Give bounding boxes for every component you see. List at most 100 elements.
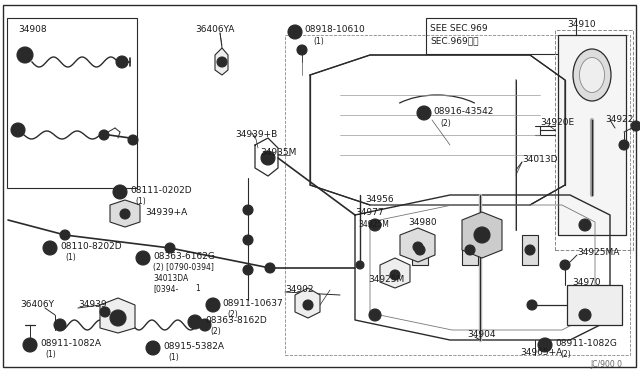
Polygon shape [295, 288, 320, 318]
Circle shape [100, 307, 110, 317]
Polygon shape [380, 258, 410, 288]
Circle shape [21, 51, 29, 59]
Circle shape [417, 106, 431, 120]
Bar [567, 285, 622, 325]
Text: N: N [292, 28, 298, 36]
Circle shape [60, 230, 70, 240]
Polygon shape [215, 48, 228, 75]
Circle shape [525, 245, 535, 255]
Text: 34939+A: 34939+A [145, 208, 188, 217]
Text: (1): (1) [313, 37, 324, 46]
Circle shape [369, 309, 381, 321]
Text: 34939+B: 34939+B [235, 130, 277, 139]
Text: 08363-8162D: 08363-8162D [205, 316, 267, 325]
Circle shape [99, 130, 109, 140]
Circle shape [199, 319, 211, 331]
Text: 08911-1082A: 08911-1082A [40, 339, 101, 348]
Circle shape [15, 126, 22, 134]
Ellipse shape [573, 49, 611, 101]
Circle shape [136, 251, 150, 265]
Polygon shape [110, 200, 140, 227]
Circle shape [165, 243, 175, 253]
Circle shape [413, 242, 423, 252]
Polygon shape [462, 235, 478, 265]
Circle shape [217, 57, 227, 67]
Circle shape [619, 140, 629, 150]
Text: (2): (2) [560, 350, 571, 359]
Circle shape [297, 45, 307, 55]
Text: (1): (1) [168, 353, 179, 362]
Circle shape [288, 25, 302, 39]
Text: 34908: 34908 [18, 25, 47, 34]
Text: 08915-5382A: 08915-5382A [163, 342, 224, 351]
Text: 34980: 34980 [408, 218, 436, 227]
Text: N: N [542, 342, 548, 348]
Polygon shape [100, 298, 135, 333]
Text: 34925M: 34925M [358, 220, 389, 229]
Circle shape [116, 56, 128, 68]
Text: 08911-1082G: 08911-1082G [555, 339, 617, 348]
Text: 34013DA: 34013DA [153, 274, 188, 283]
Circle shape [415, 245, 425, 255]
Text: 34956: 34956 [365, 195, 394, 204]
Text: 36406YA: 36406YA [195, 25, 234, 34]
Text: 34013D: 34013D [522, 155, 557, 164]
Bar [7, 18, 137, 188]
Circle shape [265, 263, 275, 273]
Circle shape [631, 121, 640, 131]
Text: 08363-6162G: 08363-6162G [153, 252, 215, 261]
Text: W: W [420, 110, 428, 116]
Circle shape [110, 310, 126, 326]
Text: SEC.969参照: SEC.969参照 [430, 36, 479, 45]
Circle shape [17, 47, 33, 63]
Text: 34970: 34970 [572, 278, 600, 287]
Circle shape [560, 260, 570, 270]
Text: S: S [193, 319, 198, 325]
Circle shape [579, 219, 591, 231]
Text: S: S [141, 255, 145, 261]
Circle shape [474, 227, 490, 243]
Circle shape [303, 300, 313, 310]
Text: 34939: 34939 [78, 300, 107, 309]
Circle shape [206, 298, 220, 312]
Bar [558, 35, 626, 235]
Text: (2): (2) [210, 327, 221, 336]
Text: N: N [150, 345, 156, 351]
Text: (2) [0790-0394]: (2) [0790-0394] [153, 263, 214, 272]
Text: N: N [27, 342, 33, 348]
Circle shape [188, 315, 202, 329]
Text: (2): (2) [227, 310, 237, 319]
Polygon shape [462, 212, 502, 258]
Text: 34904: 34904 [467, 330, 495, 339]
Circle shape [128, 135, 138, 145]
Text: B: B [117, 189, 123, 195]
Polygon shape [522, 235, 538, 265]
Circle shape [538, 338, 552, 352]
Text: 34925MA: 34925MA [577, 248, 620, 257]
Text: 34902: 34902 [285, 285, 314, 294]
Text: 34935M: 34935M [260, 148, 296, 157]
Circle shape [113, 185, 127, 199]
Text: 08911-10637: 08911-10637 [222, 299, 283, 308]
Bar [426, 18, 576, 54]
Text: N: N [210, 302, 216, 308]
Circle shape [54, 319, 66, 331]
Circle shape [261, 151, 275, 165]
Polygon shape [412, 235, 428, 265]
Circle shape [579, 309, 591, 321]
Text: 34910: 34910 [567, 20, 596, 29]
Text: B: B [47, 245, 52, 251]
Circle shape [243, 235, 253, 245]
Circle shape [372, 222, 378, 228]
Text: 34977: 34977 [355, 208, 383, 217]
Circle shape [43, 241, 57, 255]
Bar [285, 35, 630, 355]
Text: 1: 1 [195, 284, 200, 293]
Text: 08918-10610: 08918-10610 [304, 25, 365, 34]
Text: SEE SEC.969: SEE SEC.969 [430, 24, 488, 33]
Circle shape [356, 261, 364, 269]
Circle shape [369, 219, 381, 231]
Text: (1): (1) [65, 253, 76, 262]
Circle shape [582, 312, 588, 318]
Circle shape [465, 245, 475, 255]
